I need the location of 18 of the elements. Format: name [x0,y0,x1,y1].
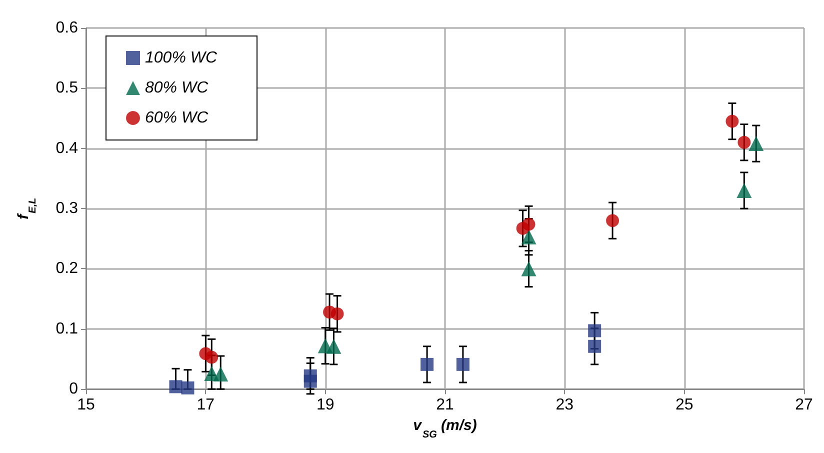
y-tick-label: 0.1 [56,320,78,338]
y-tick-label: 0.2 [56,260,78,278]
x-tick-label: 23 [556,396,574,414]
x-tick-label: 15 [77,396,95,414]
x-tick-label: 19 [316,396,334,414]
y-tick-label: 0.6 [56,20,78,36]
y-tick-label: 0.5 [56,80,78,97]
y-tick-label: 0.4 [56,140,78,157]
x-tick-label: 25 [675,396,694,414]
legend-label: 80% WC [145,80,209,96]
legend-label: 100% WC [145,50,218,66]
y-tick-label: 0.3 [56,200,78,218]
y-tick-label: 0 [69,380,78,398]
x-tick-label: 17 [196,396,215,414]
x-tick-label: 27 [795,396,813,414]
x-tick-label: 21 [436,396,454,414]
y-axis-title: fE,L [15,198,38,220]
legend-label: 60% WC [145,110,209,126]
